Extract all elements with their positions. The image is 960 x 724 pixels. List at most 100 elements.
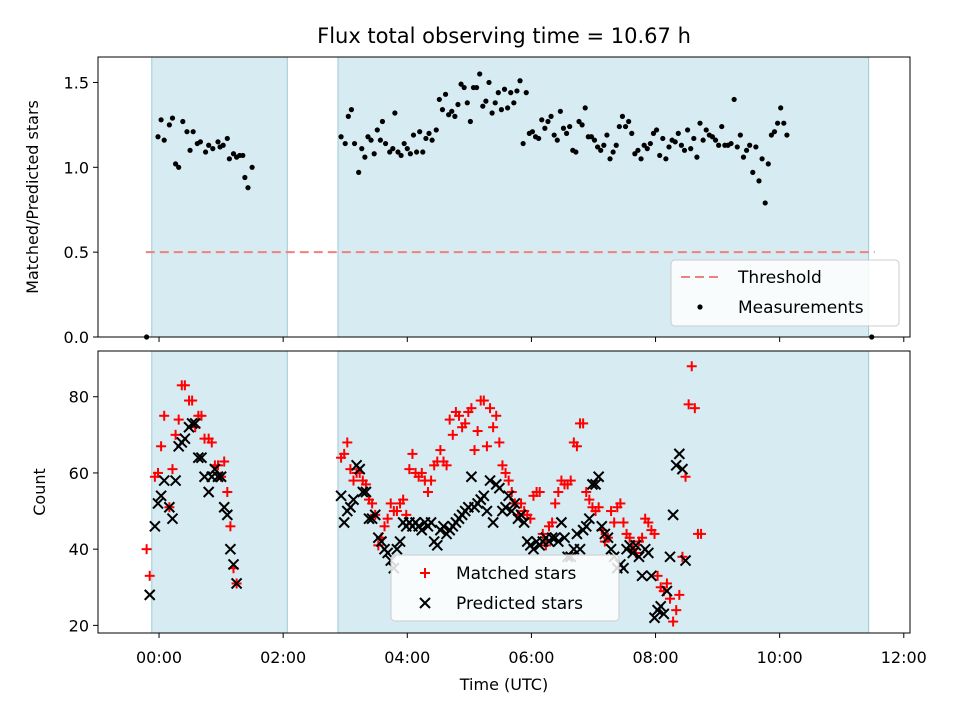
y-tick-label: 1.0	[64, 158, 89, 177]
measurement-point	[446, 112, 452, 118]
measurement-point	[697, 120, 703, 126]
y-tick-label: 1.5	[64, 73, 89, 92]
predicted-stars-point	[664, 551, 676, 563]
predicted-stars-point	[589, 478, 602, 491]
measurement-point	[685, 127, 691, 133]
measurement-point	[607, 156, 613, 162]
predicted-stars-point	[347, 493, 360, 506]
measurement-point	[458, 81, 464, 87]
matched-stars-point	[156, 441, 167, 452]
measurement-point	[629, 130, 635, 136]
measurement-point	[728, 140, 734, 147]
matched-stars-point	[485, 403, 496, 414]
measurement-point	[240, 152, 246, 159]
predicted-stars-point	[602, 532, 614, 544]
matched-stars-point	[661, 578, 672, 589]
measurement-point	[187, 147, 193, 153]
matched-stars-point	[565, 475, 576, 486]
measurement-point	[161, 137, 167, 143]
legend-predicted-swatch	[419, 597, 431, 609]
measurement-point	[691, 135, 697, 142]
matched-stars-point	[469, 445, 480, 456]
matched-stars-point	[141, 544, 152, 555]
ratio-points	[144, 71, 875, 340]
ratio-observing-windows	[151, 56, 870, 338]
measurement-point	[678, 142, 684, 148]
measurement-point	[387, 149, 393, 155]
measurement-point	[455, 101, 461, 108]
measurement-point	[442, 91, 449, 97]
count-x-axis: 00:00 02:00 04:00 06:00 08:00 10:00 12:00	[136, 633, 927, 667]
measurement-point	[483, 98, 489, 104]
predicted-stars-point	[163, 501, 176, 513]
measurement-point	[190, 129, 196, 135]
predicted-stars-point	[506, 505, 518, 517]
measurement-point	[480, 103, 486, 109]
predicted-stars-point	[558, 532, 571, 544]
measurement-point	[439, 107, 446, 113]
measurement-point	[242, 174, 248, 181]
predicted-stars-point	[667, 509, 679, 521]
measurement-point	[520, 140, 526, 147]
predicted-stars-point	[381, 547, 394, 559]
predicted-stars-point	[645, 570, 658, 582]
measurement-point	[477, 71, 483, 77]
x-tick-label: 12:00	[881, 648, 927, 667]
predicted-stars-point	[580, 520, 592, 533]
measurement-point	[740, 154, 747, 160]
predicted-stars-point	[391, 543, 403, 555]
count-y-axis: 20 40 60 80	[69, 388, 98, 635]
predicted-stars-point	[179, 432, 191, 445]
measurement-point	[511, 100, 517, 106]
measurement-point	[436, 96, 442, 103]
measurement-point	[573, 149, 579, 155]
y-tick-label: 80	[69, 388, 89, 407]
matched-stars-point	[187, 395, 198, 406]
predicted-stars-point	[592, 471, 605, 483]
predicted-stars-point	[360, 486, 372, 498]
predicted-stars-point	[661, 585, 673, 597]
predicted-stars-point	[478, 490, 490, 502]
legend-measurements-label: Measurements	[738, 298, 864, 318]
measurement-point	[719, 123, 725, 130]
measurement-point	[345, 113, 351, 119]
predicted-stars-point	[227, 558, 240, 571]
measurement-point	[197, 139, 204, 145]
measurement-point	[371, 151, 377, 157]
predicted-stars-point	[189, 417, 201, 430]
predicted-stars-point	[658, 608, 670, 620]
measurement-point	[610, 149, 616, 155]
predicted-stars-point	[636, 570, 648, 582]
measurement-point	[224, 135, 230, 142]
matched-stars-point	[460, 418, 471, 429]
ratio-panel: 0.0 0.5 1.0 1.5 Matched/Predicted stars Thr…	[23, 56, 911, 347]
predicted-stars-point	[202, 486, 215, 498]
predicted-stars-point	[353, 463, 366, 475]
predicted-stars-point	[487, 516, 499, 529]
matched-stars-point	[206, 437, 217, 448]
measurement-point	[379, 118, 386, 125]
matched-stars-point	[618, 517, 629, 528]
count-axes-frame	[97, 350, 911, 634]
measurement-point	[501, 86, 508, 92]
measurement-point	[545, 118, 551, 125]
measurement-point	[601, 142, 607, 148]
measurement-point	[368, 137, 374, 143]
predicted-stars-point	[509, 497, 521, 510]
measurement-point	[407, 151, 413, 157]
matched-stars-point	[550, 498, 561, 509]
measurement-point	[759, 156, 765, 162]
measurement-point	[517, 78, 523, 84]
measurement-point	[158, 117, 164, 123]
predicted-stars-point	[375, 535, 388, 548]
measurement-point	[703, 127, 709, 133]
y-tick-label: 20	[69, 616, 89, 635]
matched-stars-point	[219, 456, 230, 467]
predicted-stars-point	[655, 600, 667, 613]
measurement-point	[641, 142, 647, 148]
measurement-point	[781, 120, 787, 126]
measurement-point	[404, 146, 410, 152]
measurement-point	[473, 84, 480, 91]
measurement-point	[529, 129, 536, 135]
measurement-point	[172, 161, 179, 167]
